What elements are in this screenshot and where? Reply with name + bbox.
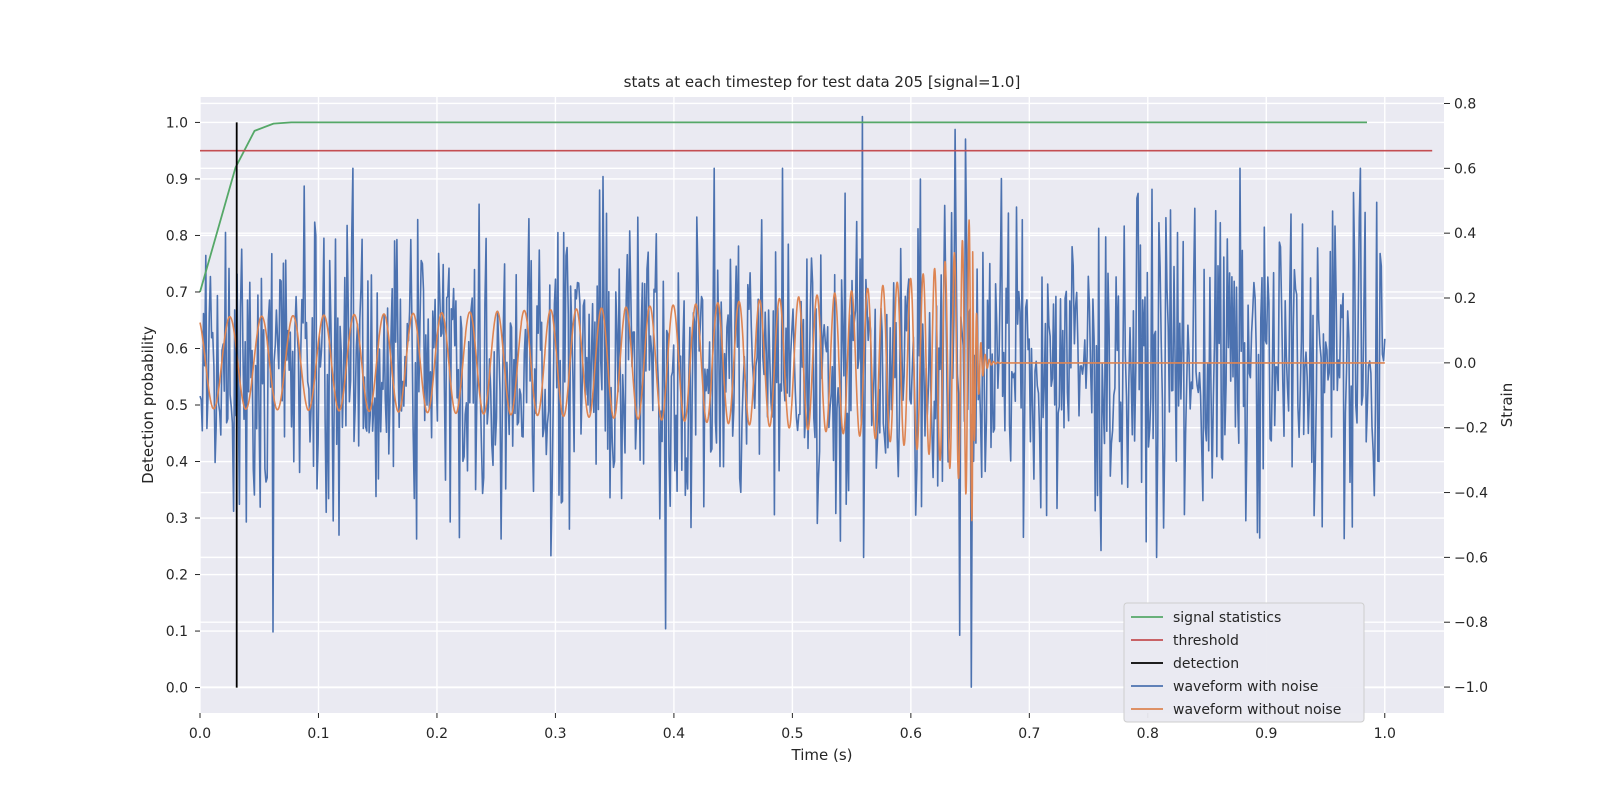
series-layer — [199, 115, 1433, 688]
waveform-with-noise-line — [199, 115, 1386, 688]
x-tick-label: 0.3 — [544, 726, 566, 742]
ticks-layer: 0.0 0.1 0.2 0.3 0.4 0.5 0.6 0.7 0.8 0.9 1.0 0.0 0.1 0… — [166, 96, 1488, 742]
x-tick-label: 0.8 — [1137, 726, 1159, 742]
y-right-tick-label: 0.4 — [1454, 226, 1476, 242]
x-axis-label: Time (s) — [791, 746, 853, 764]
y-left-tick-label: 0.0 — [166, 681, 188, 697]
signal-statistics-line — [199, 121, 1367, 293]
chart-title: stats at each timestep for test data 205… — [624, 73, 1021, 91]
y-left-tick-label: 0.6 — [166, 341, 188, 357]
y-left-tick-label: 0.7 — [166, 285, 188, 301]
x-tick-label: 0.6 — [900, 726, 922, 742]
y-left-tick-label: 0.9 — [166, 172, 188, 188]
y-left-tick-label: 1.0 — [166, 115, 188, 131]
y-right-tick-label: −0.2 — [1454, 421, 1488, 437]
legend-box — [1123, 602, 1365, 723]
y-left-tick-label: 0.1 — [166, 624, 188, 640]
legend-label-waveform-with-noise: waveform with noise — [1173, 679, 1318, 695]
y-right-tick-label: −0.6 — [1454, 550, 1488, 566]
legend-label-waveform-without-noise: waveform without noise — [1173, 702, 1341, 718]
x-tick-label: 1.0 — [1374, 726, 1396, 742]
x-tick-label: 0.0 — [189, 726, 211, 742]
y-axis-left-label: Detection probability — [139, 326, 157, 484]
legend-label-threshold: threshold — [1173, 633, 1239, 649]
y-axis-right-label: Strain — [1498, 383, 1516, 427]
waveform-without-noise-line — [199, 219, 1386, 522]
y-right-tick-label: 0.6 — [1454, 161, 1476, 177]
y-right-tick-label: 0.2 — [1454, 291, 1476, 307]
x-tick-label: 0.2 — [426, 726, 448, 742]
legend: signal statistics threshold detection wa… — [1123, 602, 1365, 723]
x-tick-label: 0.1 — [307, 726, 329, 742]
y-right-tick-label: −0.4 — [1454, 486, 1488, 502]
y-left-tick-label: 0.2 — [166, 568, 188, 584]
legend-label-detection: detection — [1173, 656, 1239, 672]
y-right-tick-label: −1.0 — [1454, 680, 1488, 696]
y-left-tick-label: 0.4 — [166, 455, 188, 471]
y-left-tick-label: 0.3 — [166, 511, 188, 527]
x-tick-label: 0.4 — [663, 726, 685, 742]
legend-label-signal-statistics: signal statistics — [1173, 610, 1281, 626]
x-tick-label: 0.5 — [781, 726, 803, 742]
y-right-tick-label: 0.0 — [1454, 356, 1476, 372]
y-right-tick-label: 0.8 — [1454, 96, 1476, 112]
y-left-tick-label: 0.5 — [166, 398, 188, 414]
y-left-tick-label: 0.8 — [166, 228, 188, 244]
x-tick-label: 0.9 — [1255, 726, 1277, 742]
y-right-tick-label: −0.8 — [1454, 615, 1488, 631]
x-tick-label: 0.7 — [1018, 726, 1040, 742]
